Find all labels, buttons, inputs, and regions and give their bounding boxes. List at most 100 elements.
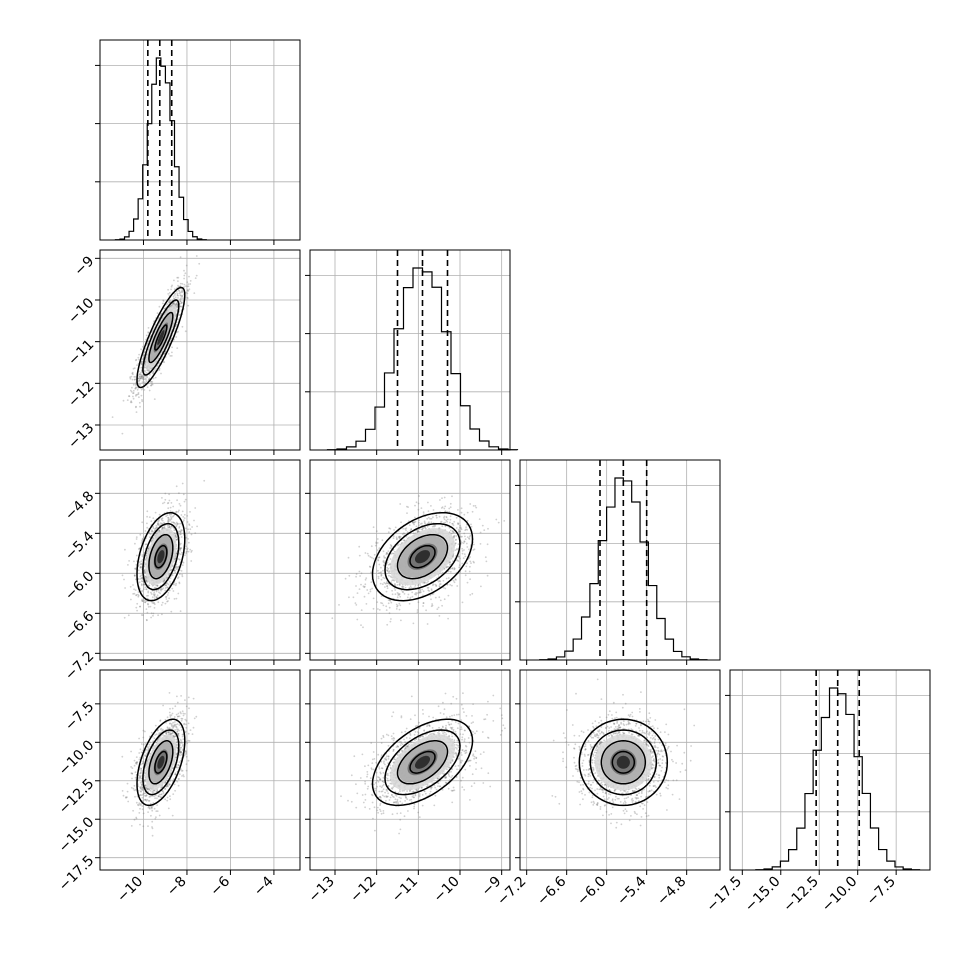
sample-point	[132, 809, 135, 812]
sample-point	[161, 613, 163, 616]
sample-point	[161, 497, 163, 499]
sample-point	[422, 602, 425, 604]
sample-point	[408, 602, 411, 605]
sample-point	[155, 816, 157, 819]
sample-point	[155, 524, 158, 527]
sample-point	[414, 593, 416, 595]
sample-point	[166, 303, 169, 305]
sample-point	[430, 505, 432, 507]
sample-point	[372, 557, 375, 560]
sample-point	[356, 618, 359, 621]
sample-point	[180, 695, 183, 697]
sample-point	[442, 586, 445, 589]
sample-point	[454, 539, 457, 541]
sample-point	[472, 560, 475, 563]
sample-point	[175, 536, 178, 538]
sample-point	[429, 518, 431, 520]
sample-point	[179, 553, 182, 556]
sample-point	[130, 400, 133, 403]
sample-point	[178, 492, 180, 495]
sample-point	[362, 585, 365, 588]
sample-point	[157, 601, 160, 604]
sample-point	[130, 825, 133, 827]
sample-point	[147, 606, 150, 608]
sample-point	[173, 279, 175, 282]
sample-point	[417, 584, 419, 587]
sample-point	[461, 547, 464, 550]
sample-point	[172, 515, 175, 517]
sample-point	[124, 548, 126, 551]
sample-point	[168, 300, 170, 303]
sample-point	[189, 280, 192, 282]
panel-3-0: −10 −8 −6 −4−17.5−15.0−12.5−10.0−7.5	[56, 669, 301, 906]
sample-point	[143, 599, 146, 602]
sample-point	[398, 602, 401, 605]
sample-point	[162, 587, 165, 589]
sample-point	[439, 599, 442, 602]
sample-point	[173, 288, 176, 291]
sample-point	[375, 530, 378, 532]
sample-point	[454, 549, 457, 551]
sample-point	[181, 551, 183, 554]
sample-point	[175, 290, 178, 293]
sample-point	[376, 601, 379, 603]
sample-point	[470, 523, 472, 526]
sample-point	[364, 578, 367, 581]
sample-point	[139, 605, 142, 608]
sample-point	[178, 724, 181, 726]
sample-point	[183, 513, 186, 516]
sample-point	[421, 528, 424, 531]
sample-point	[145, 588, 148, 591]
sample-point	[140, 360, 143, 363]
sample-point	[140, 375, 143, 378]
sample-point	[369, 588, 372, 591]
sample-point	[427, 510, 430, 512]
sample-point	[146, 611, 149, 614]
sample-point	[432, 584, 434, 587]
sample-point	[137, 595, 140, 598]
sample-point	[389, 558, 392, 560]
sample-point	[449, 570, 452, 573]
sample-point	[130, 390, 133, 393]
sample-point	[403, 532, 406, 535]
sample-point	[426, 517, 429, 520]
sample-point	[188, 288, 191, 291]
sample-point	[459, 557, 461, 560]
sample-point	[180, 533, 182, 536]
sample-point	[444, 505, 447, 508]
sample-point	[175, 511, 178, 514]
sample-point	[164, 492, 167, 495]
sample-point	[404, 528, 406, 530]
sample-point	[384, 586, 386, 588]
sample-point	[459, 536, 462, 538]
sample-point	[422, 605, 424, 607]
sample-point	[168, 343, 171, 345]
sample-point	[189, 548, 192, 551]
sample-point	[139, 377, 142, 379]
sample-point	[152, 370, 155, 373]
sample-point	[160, 372, 162, 375]
sample-point	[455, 527, 458, 529]
sample-point	[137, 356, 140, 359]
sample-point	[168, 589, 171, 592]
sample-point	[497, 521, 500, 524]
sample-point	[430, 598, 432, 601]
sample-point	[138, 379, 141, 381]
sample-point	[175, 303, 178, 305]
sample-point	[176, 276, 179, 279]
sample-point	[429, 594, 432, 597]
sample-point	[150, 616, 153, 619]
sample-point	[463, 540, 466, 543]
sample-point	[449, 521, 451, 524]
sample-point	[138, 379, 141, 382]
sample-point	[182, 493, 185, 496]
sample-point	[133, 592, 136, 595]
sample-point	[355, 604, 358, 606]
sample-point	[402, 591, 405, 593]
sample-point	[172, 590, 175, 592]
sample-point	[177, 280, 179, 282]
sample-point	[365, 577, 368, 579]
y-tick-label: −13	[65, 420, 97, 452]
sample-point	[358, 570, 361, 573]
sample-point	[367, 554, 370, 557]
